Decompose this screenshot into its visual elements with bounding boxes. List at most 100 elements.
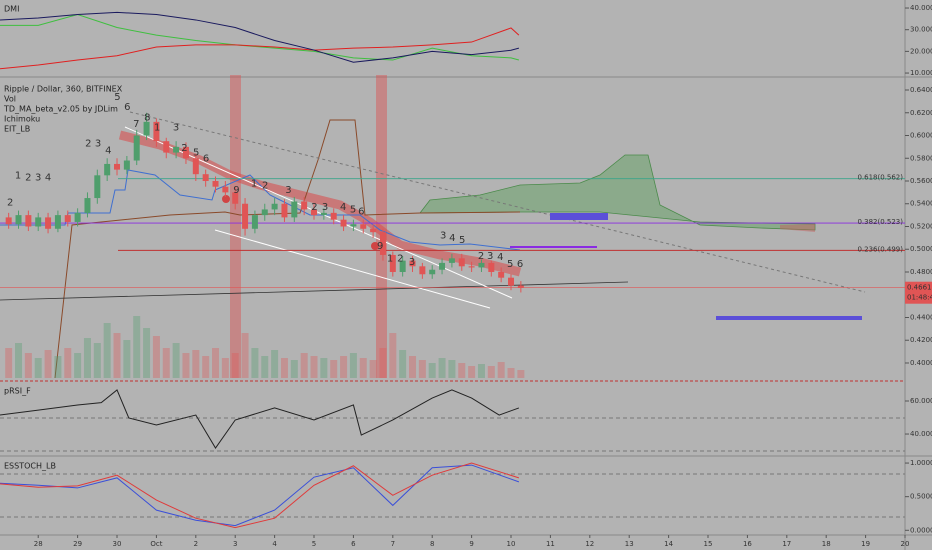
trend-line bbox=[129, 111, 866, 293]
td-count: 3 bbox=[95, 138, 101, 149]
trend-line bbox=[0, 281, 629, 301]
y-tick-label: 0.50000 bbox=[910, 245, 932, 253]
candle-body bbox=[301, 201, 308, 210]
x-tick-label: 8 bbox=[430, 540, 434, 548]
x-tick-label: 17 bbox=[782, 540, 791, 548]
y-tick-label: 0.56000 bbox=[910, 177, 932, 185]
candle-body bbox=[448, 258, 455, 263]
channel-line bbox=[214, 229, 491, 309]
candle-body bbox=[468, 266, 475, 268]
zone-box bbox=[716, 316, 862, 320]
legend-item: Ichimoku bbox=[4, 115, 40, 124]
volume-bar bbox=[221, 358, 229, 378]
volume-bar bbox=[507, 368, 515, 378]
signal-dot bbox=[222, 195, 230, 203]
td-count: 4 bbox=[45, 173, 51, 184]
candle-body bbox=[202, 174, 209, 182]
candle-body bbox=[291, 201, 298, 218]
x-tick-label: 16 bbox=[743, 540, 752, 548]
countdown-label: 01:48:42 bbox=[907, 294, 932, 302]
volume-bar bbox=[172, 343, 180, 378]
y-tick-label: 40.00000 bbox=[910, 4, 932, 12]
y-tick-label: 0.40000 bbox=[910, 359, 932, 367]
y-tick-label: 30.00000 bbox=[910, 26, 932, 34]
volume-bar bbox=[280, 358, 288, 378]
td-count: 3 bbox=[487, 251, 493, 262]
x-tick-label: 10 bbox=[507, 540, 516, 548]
candle-body bbox=[5, 217, 12, 225]
volume-bar bbox=[44, 350, 52, 378]
legend-item: EIT_LB bbox=[4, 125, 30, 134]
volume-bar bbox=[34, 358, 42, 378]
td-count: 2 bbox=[478, 251, 484, 262]
candle-body bbox=[370, 228, 377, 233]
candle-body bbox=[360, 224, 367, 229]
candle-body bbox=[114, 163, 121, 170]
candle-body bbox=[271, 203, 278, 210]
td-count: 3 bbox=[409, 257, 415, 268]
volume-bar bbox=[300, 353, 308, 378]
candle-body bbox=[340, 219, 347, 227]
y-tick-label: 0.64000 bbox=[910, 86, 932, 94]
td-count: 2 bbox=[262, 181, 268, 192]
candle-body bbox=[429, 269, 436, 275]
td-count: 4 bbox=[449, 233, 455, 244]
td-count: 3 bbox=[173, 123, 179, 134]
volume-bar bbox=[83, 338, 91, 378]
indicator-line bbox=[0, 14, 520, 61]
volume-bar bbox=[310, 356, 318, 378]
volume-bar bbox=[290, 360, 298, 378]
volume-bar bbox=[182, 353, 190, 378]
highlight-band bbox=[230, 75, 241, 378]
x-tick-label: 11 bbox=[546, 540, 555, 548]
eit-line bbox=[54, 119, 521, 379]
td-count: 5 bbox=[350, 204, 356, 215]
candle-body bbox=[458, 258, 465, 267]
td-count: 9 bbox=[377, 241, 383, 252]
candle-body bbox=[389, 254, 396, 272]
volume-bar bbox=[261, 356, 269, 378]
last-price-label: 0.46618 bbox=[907, 284, 932, 292]
candle-body bbox=[508, 277, 515, 286]
candle-body bbox=[35, 217, 42, 227]
candle-body bbox=[261, 209, 268, 216]
indicator-line bbox=[0, 464, 520, 527]
x-tick-label: 18 bbox=[822, 540, 831, 548]
fib-label: 0.236(0.499) bbox=[857, 245, 903, 253]
x-tick-label: 9 bbox=[469, 540, 473, 548]
candle-body bbox=[192, 158, 199, 175]
x-tick-label: Oct bbox=[150, 540, 162, 548]
y-tick-label: 0.00000 bbox=[910, 526, 932, 534]
volume-bar bbox=[340, 356, 348, 378]
candle-body bbox=[182, 146, 189, 159]
candle-body bbox=[143, 121, 150, 136]
fib-label: 0.618(0.562) bbox=[857, 174, 903, 182]
volume-bar bbox=[497, 362, 505, 378]
kijun-line bbox=[0, 169, 521, 251]
volume-bar bbox=[64, 348, 72, 378]
x-tick-label: 12 bbox=[585, 540, 594, 548]
volume-bar bbox=[477, 364, 485, 378]
volume-bar bbox=[241, 333, 249, 378]
y-tick-label: 0.52000 bbox=[910, 222, 932, 230]
ichimoku-cloud bbox=[780, 224, 815, 232]
signal-dot bbox=[371, 242, 379, 250]
candle-body bbox=[84, 198, 91, 213]
candle-body bbox=[419, 266, 426, 275]
td-count: 1 bbox=[387, 253, 393, 264]
candle-body bbox=[439, 262, 446, 270]
y-tick-label: 0.58000 bbox=[910, 154, 932, 162]
volume-bar bbox=[93, 343, 101, 378]
volume-bar bbox=[15, 343, 23, 378]
td-count: 2 bbox=[397, 253, 403, 264]
candle-body bbox=[104, 163, 111, 176]
td-count: 6 bbox=[358, 207, 364, 218]
indicator-line bbox=[0, 462, 520, 529]
x-tick-label: 30 bbox=[113, 540, 122, 548]
indicator-line bbox=[0, 11, 520, 63]
volume-bar bbox=[320, 358, 328, 378]
x-tick-label: 5 bbox=[312, 540, 316, 548]
volume-bar bbox=[162, 348, 170, 378]
volume-bar bbox=[54, 356, 62, 378]
pane-title: DMI bbox=[4, 5, 19, 14]
